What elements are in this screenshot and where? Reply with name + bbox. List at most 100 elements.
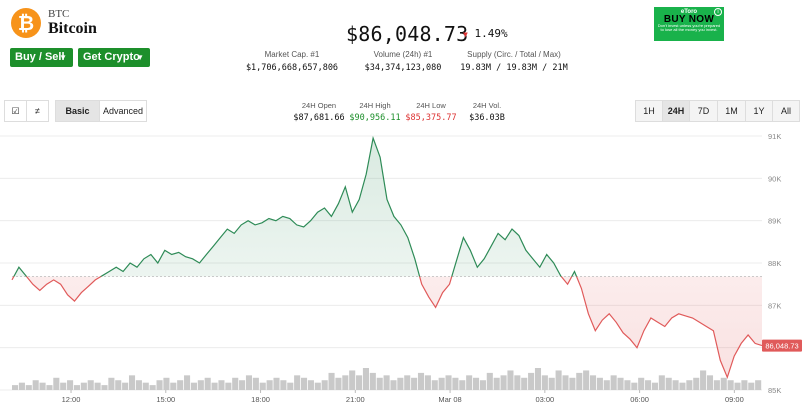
last-price-badge — [762, 339, 802, 352]
range-24h[interactable]: 24H — [662, 100, 690, 122]
volume-bar — [218, 380, 225, 390]
volume-bar — [273, 377, 280, 390]
volume-24h-value: $36.03B — [469, 113, 505, 123]
get-crypto-button[interactable]: Get Crypto ▼ — [78, 48, 150, 67]
etoro-ad-banner[interactable]: i eToro BUY NOW Don't invest unless you'… — [654, 7, 724, 41]
volume-bar — [693, 377, 700, 390]
volume-bar — [576, 372, 583, 390]
volume-bar — [122, 382, 129, 390]
volume-bar — [46, 385, 53, 390]
volume-bar — [638, 377, 645, 390]
price-chart[interactable]: 91K90K89K88K87K86K85K 12:0015:0018:0021:… — [0, 126, 810, 418]
y-tick-label: 85K — [768, 386, 781, 395]
volume-bar — [555, 370, 562, 390]
volume-bar — [328, 372, 335, 390]
volume-bar — [300, 377, 308, 390]
volume-bar — [610, 375, 617, 390]
buy-sell-button[interactable]: Buy / Sell ▼ — [10, 48, 73, 67]
x-tick-label: 18:00 — [251, 395, 270, 404]
volume-label: Volume (24h) #1 — [373, 50, 433, 59]
volume-bar — [18, 382, 25, 390]
y-tick-label: 91K — [768, 132, 781, 141]
volume-bar — [658, 375, 665, 390]
volume-bar — [142, 382, 149, 390]
volume-bar — [603, 380, 610, 390]
chevron-down-icon: ▼ — [59, 53, 67, 62]
volume-bar — [115, 380, 122, 390]
x-tick-label: 15:00 — [156, 395, 175, 404]
y-axis: 91K90K89K88K87K86K85K — [768, 132, 781, 395]
y-tick-label: 87K — [768, 301, 781, 310]
volume-bar — [720, 377, 727, 390]
x-tick-label: 12:00 — [62, 395, 81, 404]
last-price-marker: 86,048.73 — [762, 339, 802, 352]
volume-bar — [321, 380, 328, 390]
volume-bar — [184, 375, 191, 390]
range-1m[interactable]: 1M — [717, 100, 746, 122]
line-chart-toggle[interactable]: ☑ — [4, 100, 27, 122]
high-label: 24H High — [359, 101, 391, 110]
volume-bar — [672, 380, 679, 390]
volume-bar — [280, 380, 287, 390]
mode-advanced[interactable]: Advanced — [99, 100, 147, 122]
volume-bar — [163, 377, 170, 390]
supply-label: Supply (Circ. / Total / Max) — [467, 50, 561, 59]
volume-bar — [197, 380, 204, 390]
volume-bar — [369, 372, 376, 390]
volume-bar — [266, 380, 273, 390]
ad-disclaimer: Don't invest unless you're prepared to l… — [657, 23, 721, 32]
volume-bar — [170, 382, 177, 390]
volume-bar — [335, 377, 342, 390]
chevron-down-icon: ▼ — [136, 53, 144, 62]
volume-bar — [548, 377, 555, 390]
volume-bar — [135, 380, 142, 390]
volume-bar — [417, 372, 425, 390]
open-label: 24H Open — [301, 101, 337, 110]
volume-bar — [225, 382, 232, 390]
volume-bar — [376, 377, 383, 390]
x-tick-label: 06:00 — [630, 395, 649, 404]
area-above-open — [13, 138, 577, 277]
volume-bar — [445, 375, 452, 390]
y-tick-label: 88K — [768, 259, 781, 268]
volume-bar — [80, 382, 87, 390]
volume-bar — [177, 380, 184, 390]
volume-bar — [431, 380, 438, 390]
volume-bar — [239, 380, 246, 390]
range-1h[interactable]: 1H — [635, 100, 663, 122]
ad-cta: BUY NOW — [663, 14, 715, 25]
volume-bar — [500, 375, 507, 390]
volume-bar — [596, 377, 603, 390]
volume-bar — [314, 382, 321, 390]
volume-bar — [25, 385, 32, 390]
volume-bar — [755, 380, 762, 390]
volume-bar — [53, 377, 60, 390]
ad-info-icon[interactable]: i — [714, 8, 722, 16]
x-tick-label: 09:00 — [725, 395, 744, 404]
volume-bar — [734, 382, 741, 390]
volume-bar — [713, 380, 720, 390]
range-all[interactable]: All — [772, 100, 800, 122]
volume-bar — [211, 382, 218, 390]
price-change: ▼ 1.49% — [463, 27, 508, 40]
line-chart-icon: ☑ — [11, 106, 20, 116]
volume-bar — [12, 385, 19, 390]
volume-bar — [390, 380, 397, 390]
y-tick-label: 90K — [768, 174, 781, 183]
volume-bar — [101, 385, 108, 390]
volume-bar — [438, 377, 445, 390]
mode-basic[interactable]: Basic — [55, 100, 100, 122]
range-1y[interactable]: 1Y — [745, 100, 773, 122]
volume-bar — [245, 375, 253, 390]
volume-bar — [190, 382, 197, 390]
candle-chart-toggle[interactable]: ≠ — [26, 100, 49, 122]
market-cap-value: $1,706,668,657,806 — [245, 63, 339, 73]
volume-bar — [706, 375, 714, 390]
volume-bar — [424, 375, 431, 390]
price-line-down — [11, 276, 763, 380]
current-price: $86,048.73 — [346, 22, 469, 46]
x-tick-label: Mar 08 — [438, 395, 461, 404]
range-7d[interactable]: 7D — [689, 100, 718, 122]
volume-bar — [507, 370, 514, 390]
volume-bar — [583, 370, 590, 390]
